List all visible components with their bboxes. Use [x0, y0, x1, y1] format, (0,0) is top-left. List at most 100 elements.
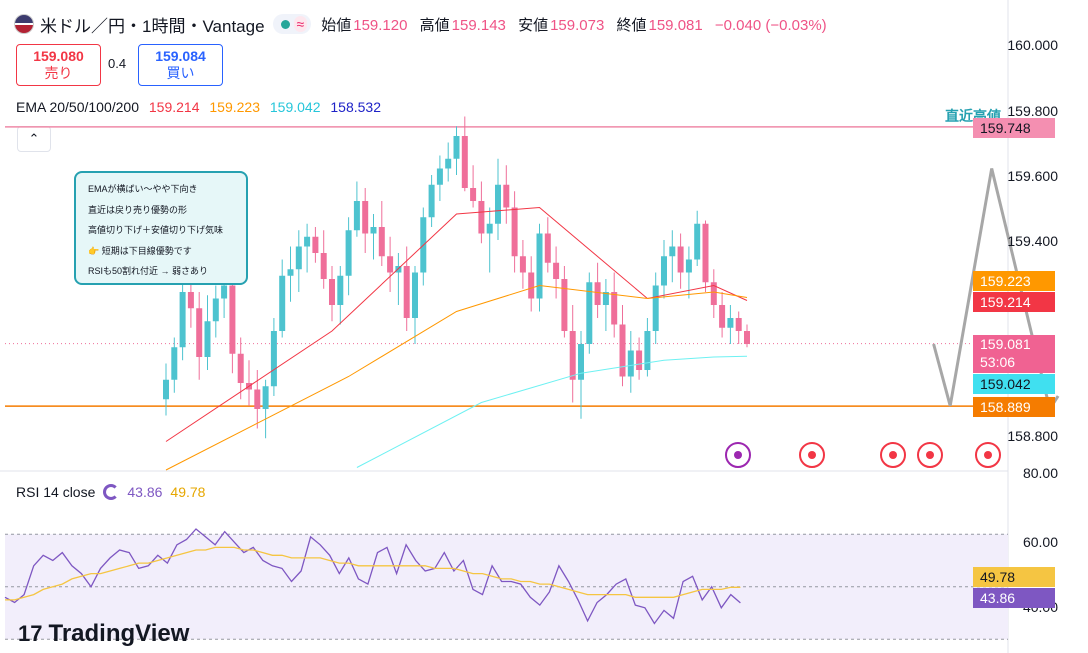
candle-body	[312, 236, 319, 253]
tradingview-logo[interactable]: 17 TradingView	[18, 620, 189, 648]
ema20-value: 159.214	[148, 99, 200, 115]
axis-tick: 159.400	[1007, 233, 1058, 249]
candle-body	[661, 256, 667, 286]
ema20-line	[165, 206, 748, 442]
candle-body	[478, 201, 485, 234]
candle-body	[461, 136, 468, 188]
ema100-price-label: 159.042	[973, 374, 1055, 394]
ema50-line	[165, 284, 748, 471]
status-dot-icon	[280, 19, 290, 29]
candle-body	[270, 331, 277, 387]
market-status[interactable]: ≈	[272, 14, 312, 34]
note-line: 高値切り下げ＋安値切り下げ気味	[88, 225, 224, 235]
last-price-label: 159.081 53:06	[973, 335, 1055, 373]
ema-label: EMA 20/50/100/200	[16, 99, 139, 115]
event-icon-dot	[889, 451, 897, 459]
candle-body	[719, 305, 726, 328]
open-value: 159.120	[353, 16, 408, 34]
candle-body	[262, 386, 269, 409]
ohlc-values: 始値 159.120 高値 159.143 安値 159.073 終値 159.081 …	[321, 14, 834, 35]
candle-body	[254, 389, 261, 409]
candle-body	[644, 331, 651, 370]
buy-price: 159.084	[155, 48, 206, 64]
event-icon-dot	[984, 451, 992, 459]
candle-body	[619, 324, 626, 377]
low-label: 安値	[518, 16, 549, 34]
candle-body	[229, 285, 236, 354]
ema-legend[interactable]: EMA 20/50/100/200 159.214 159.223 159.04…	[16, 99, 387, 115]
candle-body	[362, 201, 369, 234]
candle-body	[337, 275, 344, 305]
note-line: 直近は戻り売り優勢の形	[88, 204, 188, 215]
axis-tick: 159.800	[1007, 103, 1058, 119]
candle-body	[470, 188, 477, 201]
candle-body	[179, 292, 186, 348]
event-icon-dot	[734, 451, 742, 459]
bar-countdown: 53:06	[980, 354, 1016, 370]
recent-high-price-label: 159.748	[973, 118, 1055, 138]
rsi-legend[interactable]: RSI 14 close 43.86 49.78	[16, 484, 213, 500]
open-label: 始値	[321, 16, 352, 34]
candle-body	[279, 275, 286, 331]
ema20-price-label: 159.214	[973, 292, 1055, 312]
candle-body	[304, 236, 311, 247]
candle-body	[710, 282, 717, 305]
candle-body	[536, 233, 543, 299]
rsi-label: RSI 14 close	[16, 484, 96, 500]
us-flag-icon	[14, 14, 34, 34]
ema100-line	[356, 355, 748, 468]
sell-price: 159.080	[33, 48, 84, 64]
candle-body	[287, 269, 294, 276]
candle-body	[387, 256, 394, 273]
candle-body	[486, 223, 493, 234]
rsi-ma-line	[5, 546, 741, 601]
candle-body	[212, 298, 219, 322]
candle-body	[436, 168, 443, 185]
candle-body	[519, 256, 526, 273]
candle-body	[685, 259, 692, 273]
sell-button[interactable]: 159.080 売り	[16, 44, 101, 86]
rsi-axis-tick: 80.00	[1022, 465, 1058, 481]
buy-label: 買い	[166, 65, 195, 81]
candle-body	[627, 350, 634, 377]
brand-name: TradingView	[48, 620, 190, 647]
candle-body	[503, 184, 510, 208]
low-value: 159.073	[550, 16, 605, 34]
candle-body	[428, 184, 435, 218]
axis-tick: 158.800	[1007, 428, 1058, 444]
candle-body	[602, 292, 609, 305]
last-price: 159.081	[980, 336, 1031, 352]
rsi-axis-tick: 60.00	[1022, 534, 1058, 550]
buy-button[interactable]: 159.084 買い	[138, 44, 223, 86]
candle-body	[453, 136, 460, 159]
candle-body	[353, 201, 360, 231]
candle-body	[544, 233, 551, 263]
high-value: 159.143	[451, 16, 506, 34]
symbol-title[interactable]: 米ドル／円・1時間・Vantage	[40, 16, 265, 36]
event-icon-dot	[808, 451, 816, 459]
candle-body	[735, 318, 742, 331]
rsi-value: 43.86	[127, 484, 163, 500]
candle-body	[171, 347, 178, 380]
ema100-value: 159.042	[269, 99, 321, 115]
candle-body	[187, 292, 194, 309]
ema50-price-label: 159.223	[973, 271, 1055, 291]
rsi-ma-value: 49.78	[170, 484, 206, 500]
wave-icon: ≈	[293, 16, 308, 32]
collapse-legend-button[interactable]: ⌃	[17, 126, 51, 152]
candle-body	[378, 227, 385, 257]
rsi-line	[4, 528, 741, 625]
refresh-icon[interactable]	[103, 484, 120, 500]
candle-body	[320, 253, 327, 279]
candle-body	[586, 282, 593, 344]
sell-label: 売り	[44, 65, 73, 81]
candle-body	[237, 353, 244, 383]
candle-body	[221, 285, 228, 299]
candle-body	[669, 246, 676, 257]
candle-body	[412, 272, 418, 318]
candle-body	[744, 331, 750, 344]
candle-body	[594, 282, 601, 305]
analysis-note: EMAが横ばい〜やや下向き 直近は戻り売り優勢の形 高値切り下げ＋安値切り下げ気…	[74, 171, 248, 285]
ema50-value: 159.223	[209, 99, 260, 115]
